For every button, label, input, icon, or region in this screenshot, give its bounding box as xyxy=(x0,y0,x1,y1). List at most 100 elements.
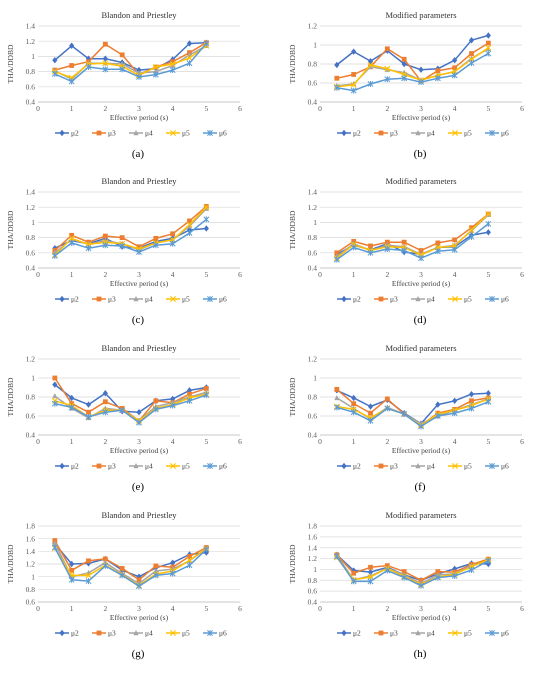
legend-item: μ3 xyxy=(92,129,116,138)
x-tick-label: 1 xyxy=(70,270,74,279)
data-point xyxy=(203,204,210,211)
y-tick-label: 0.6 xyxy=(308,248,318,257)
data-point xyxy=(186,51,193,58)
data-point xyxy=(51,70,58,77)
legend-label: μ4 xyxy=(145,295,153,304)
legend-label: μ4 xyxy=(145,129,153,138)
y-tick-label: 1.4 xyxy=(308,543,318,552)
data-point xyxy=(367,57,374,65)
legend-marker xyxy=(415,130,421,136)
y-tick-label: 1 xyxy=(313,374,317,383)
legend-marker xyxy=(170,296,176,302)
data-point xyxy=(186,397,193,404)
series-line xyxy=(336,398,489,427)
y-tick-label: 1.2 xyxy=(308,203,318,212)
legend-item: μ3 xyxy=(374,295,398,304)
series-line xyxy=(54,540,207,581)
data-point xyxy=(85,572,92,579)
data-point xyxy=(85,64,92,71)
legend-marker xyxy=(378,630,384,636)
data-point xyxy=(186,562,193,569)
y-tick-label: 0.6 xyxy=(308,79,318,88)
panel-label: (f) xyxy=(415,481,426,493)
chart-title: Blandon and Priestley xyxy=(101,510,177,520)
legend-marker xyxy=(170,130,176,136)
data-point xyxy=(384,46,390,52)
data-point xyxy=(102,60,109,67)
data-point xyxy=(401,247,408,254)
legend-marker xyxy=(341,462,347,470)
y-tick-label: 0.4 xyxy=(26,431,36,440)
y-tick-label: 1.6 xyxy=(26,534,36,543)
series-5 xyxy=(333,398,492,430)
y-tick-label: 0.8 xyxy=(308,393,318,402)
legend-marker xyxy=(415,296,421,302)
data-point xyxy=(367,61,374,68)
data-point xyxy=(186,223,193,229)
chart-panel-2: Modified parameters 0.4 0.6 0.8 1 1.2 0 1 2 3 4 5 6 E… xyxy=(288,10,524,160)
legend-label: μ3 xyxy=(390,462,398,471)
data-point xyxy=(186,230,193,237)
y-tick-label: 1.4 xyxy=(26,188,36,197)
series-line xyxy=(336,42,489,82)
data-point xyxy=(52,540,58,546)
data-point xyxy=(119,52,125,58)
data-point xyxy=(418,255,424,262)
legend-item: μ4 xyxy=(411,629,435,638)
data-point xyxy=(169,240,176,247)
x-tick-label: 3 xyxy=(419,604,423,613)
x-tick-label: 3 xyxy=(137,270,141,279)
legend-label: μ2 xyxy=(353,295,361,304)
data-point xyxy=(367,568,374,576)
x-axis-label: Effective period (s) xyxy=(110,279,169,288)
legend-marker xyxy=(170,630,176,636)
series-line xyxy=(336,554,489,582)
series-5 xyxy=(333,50,492,94)
data-point xyxy=(485,557,492,564)
data-point xyxy=(367,578,374,585)
x-tick-label: 5 xyxy=(204,437,208,446)
legend-item: μ6 xyxy=(203,295,227,304)
x-tick-label: 5 xyxy=(204,270,208,279)
chart-title: Modified parameters xyxy=(385,343,456,353)
data-point xyxy=(451,572,458,579)
legend-label: μ6 xyxy=(219,629,227,638)
legend-item: μ4 xyxy=(129,462,153,471)
x-tick-label: 3 xyxy=(419,104,423,113)
x-tick-label: 2 xyxy=(385,437,389,446)
data-point xyxy=(418,79,424,86)
data-point xyxy=(203,546,210,553)
y-axis-label: THA/DDBD xyxy=(288,377,297,416)
legend-item: μ2 xyxy=(55,462,79,471)
legend-label: μ3 xyxy=(390,129,398,138)
legend-label: μ2 xyxy=(71,462,79,471)
data-point xyxy=(367,574,374,581)
x-tick-label: 5 xyxy=(486,104,490,113)
x-tick-label: 2 xyxy=(103,437,107,446)
data-point xyxy=(51,544,58,551)
legend-item: μ4 xyxy=(411,129,435,138)
legend-label: μ4 xyxy=(145,629,153,638)
data-point xyxy=(186,40,193,47)
data-point xyxy=(485,220,492,227)
y-tick-label: 0.8 xyxy=(308,233,318,242)
x-tick-label: 2 xyxy=(103,270,107,279)
data-point xyxy=(169,402,176,409)
legend-item: μ3 xyxy=(374,462,398,471)
data-point xyxy=(85,560,92,567)
y-tick-label: 1.2 xyxy=(308,554,318,563)
x-tick-label: 3 xyxy=(419,437,423,446)
legend-item: μ2 xyxy=(337,129,361,138)
data-point xyxy=(452,65,458,71)
data-point xyxy=(152,572,159,579)
x-tick-label: 6 xyxy=(238,270,242,279)
data-point xyxy=(187,554,192,559)
legend-label: μ5 xyxy=(182,295,190,304)
legend-marker xyxy=(133,130,139,136)
legend-label: μ6 xyxy=(219,462,227,471)
data-point xyxy=(485,44,492,51)
legend-item: μ3 xyxy=(92,462,116,471)
x-axis-label: Effective period (s) xyxy=(110,446,169,455)
legend-item: μ6 xyxy=(485,629,509,638)
data-point xyxy=(350,81,357,88)
